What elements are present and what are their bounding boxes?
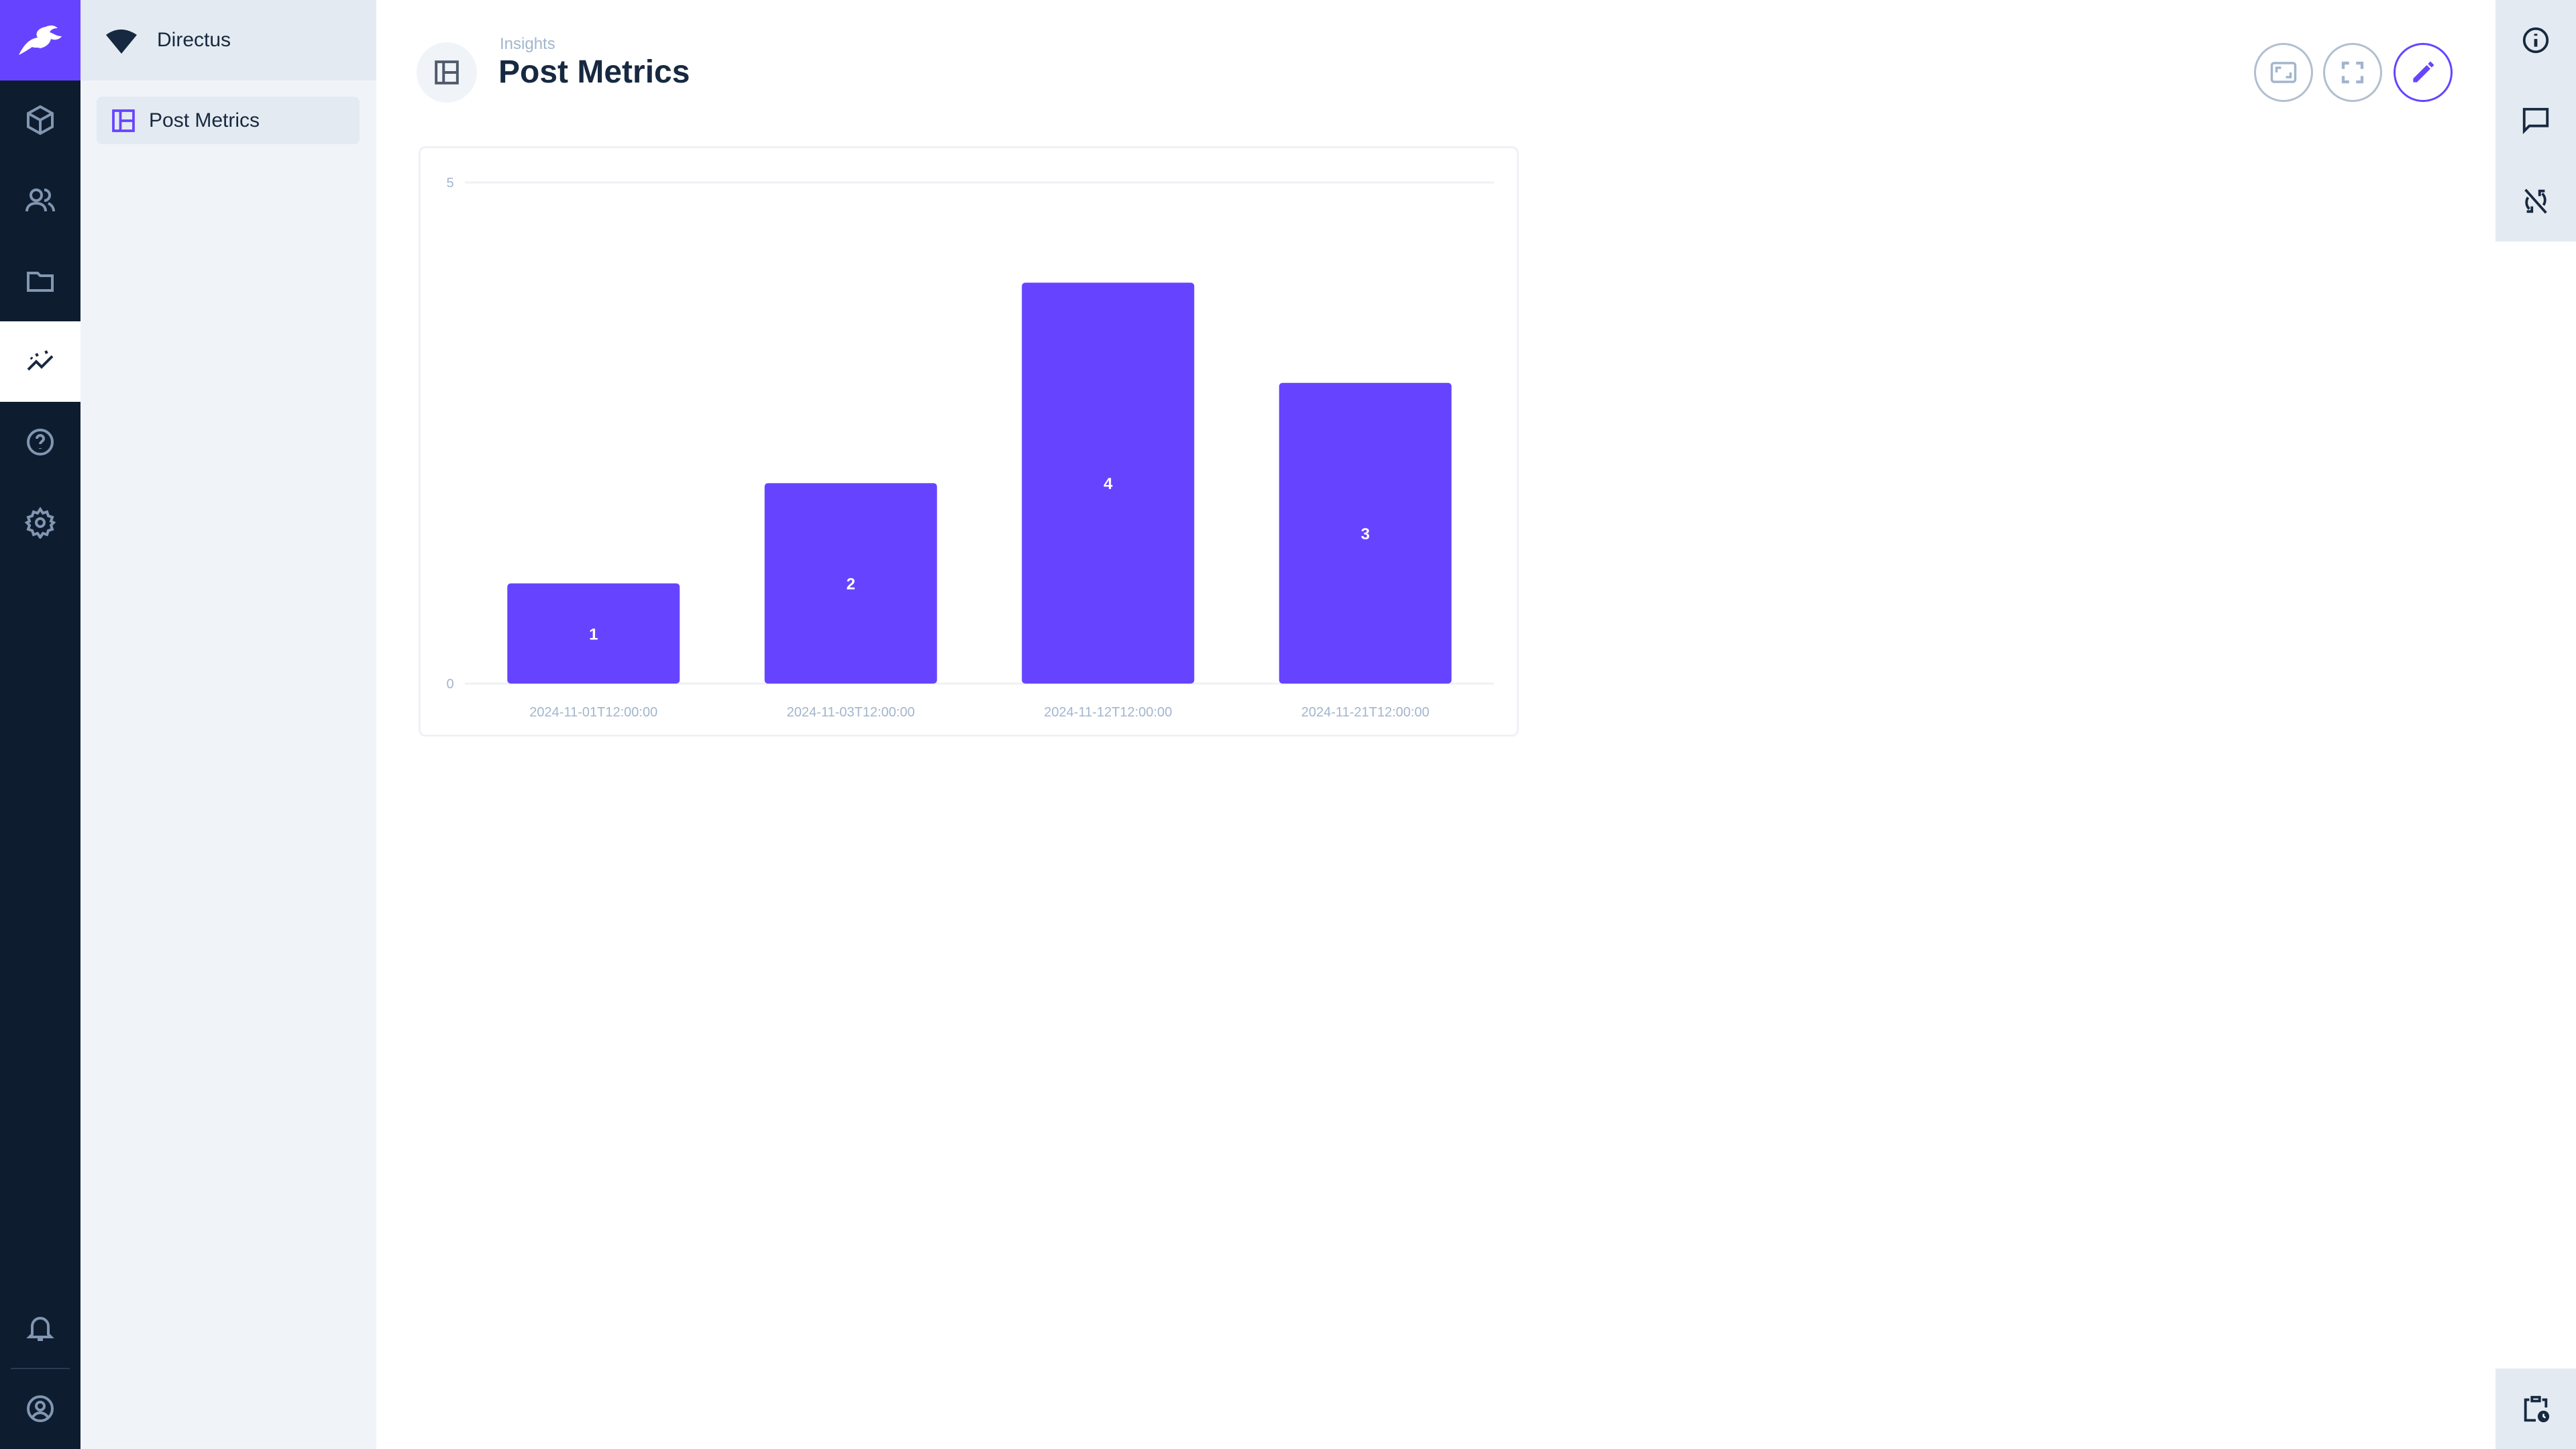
pencil-icon [2413, 61, 2434, 83]
project-header[interactable]: Directus [80, 0, 376, 80]
nav-insights[interactable] [0, 321, 80, 402]
clipboard-clock-icon [2524, 1395, 2550, 1423]
dashboard-icon [112, 109, 135, 132]
dashboard-icon [435, 60, 459, 85]
fit-to-screen-button[interactable] [2254, 43, 2313, 102]
insights-icon [27, 350, 54, 371]
aspect-ratio-icon [2270, 62, 2297, 83]
nav-files[interactable] [0, 241, 80, 321]
header-icon [417, 42, 477, 103]
notifications-button[interactable] [0, 1287, 80, 1368]
nav-settings[interactable] [0, 482, 80, 563]
page-title: Post Metrics [498, 54, 690, 90]
bar-data-label: 2 [847, 576, 855, 594]
x-tick-label: 2024-11-01T12:00:00 [529, 705, 657, 720]
bar [764, 483, 937, 684]
breadcrumb[interactable]: Insights [500, 35, 555, 53]
users-icon [25, 189, 55, 212]
auto-refresh-button[interactable] [2496, 161, 2576, 241]
navigation-sidebar: Directus Post Metrics [80, 0, 376, 1449]
comments-button[interactable] [2496, 80, 2576, 161]
fullscreen-button[interactable] [2323, 43, 2382, 102]
sidebar-item-post-metrics[interactable]: Post Metrics [97, 97, 360, 144]
sync-disabled-icon [2524, 189, 2547, 214]
project-logo-icon [106, 30, 137, 54]
comment-icon [2522, 107, 2549, 134]
bar [1279, 382, 1452, 684]
rabbit-logo-icon [19, 25, 62, 55]
cube-icon [27, 105, 54, 136]
user-circle-icon [27, 1395, 54, 1422]
bell-icon [26, 1317, 54, 1341]
gear-icon [24, 506, 56, 539]
fullscreen-icon [2341, 61, 2364, 84]
edit-button[interactable] [2394, 43, 2453, 102]
user-menu-button[interactable] [0, 1368, 80, 1449]
info-button[interactable] [2496, 0, 2576, 80]
folder-icon [27, 272, 54, 292]
info-icon [2522, 27, 2549, 54]
nav-users[interactable] [0, 160, 80, 241]
module-bar [0, 0, 80, 1449]
clipboard-button[interactable] [2496, 1368, 2576, 1449]
x-tick-label: 2024-11-12T12:00:00 [1044, 705, 1172, 720]
nav-content[interactable] [0, 80, 80, 160]
x-tick-label: 2024-11-21T12:00:00 [1301, 705, 1430, 720]
y-tick-label: 0 [446, 677, 453, 692]
bar-data-label: 4 [1104, 475, 1113, 493]
bar-data-label: 3 [1361, 525, 1370, 543]
y-tick-label: 5 [446, 176, 453, 191]
project-name: Directus [157, 29, 231, 51]
nav-help[interactable] [0, 402, 80, 482]
x-tick-label: 2024-11-03T12:00:00 [787, 705, 915, 720]
bar-chart: 0 5 1 2024-11-01T12:00:00 2 2024-11-03T12:00:… [446, 176, 1494, 720]
sidebar-right [2496, 0, 2576, 1449]
bar-data-label: 1 [589, 625, 598, 643]
divider [11, 1368, 70, 1369]
directus-logo[interactable] [0, 0, 80, 80]
chart-panel[interactable]: 0 5 1 2024-11-01T12:00:00 2 2024-11-03T12:00:… [419, 146, 1519, 737]
sidebar-item-label: Post Metrics [149, 109, 260, 131]
help-icon [27, 429, 54, 455]
bar [1022, 282, 1195, 684]
bar [507, 583, 680, 684]
